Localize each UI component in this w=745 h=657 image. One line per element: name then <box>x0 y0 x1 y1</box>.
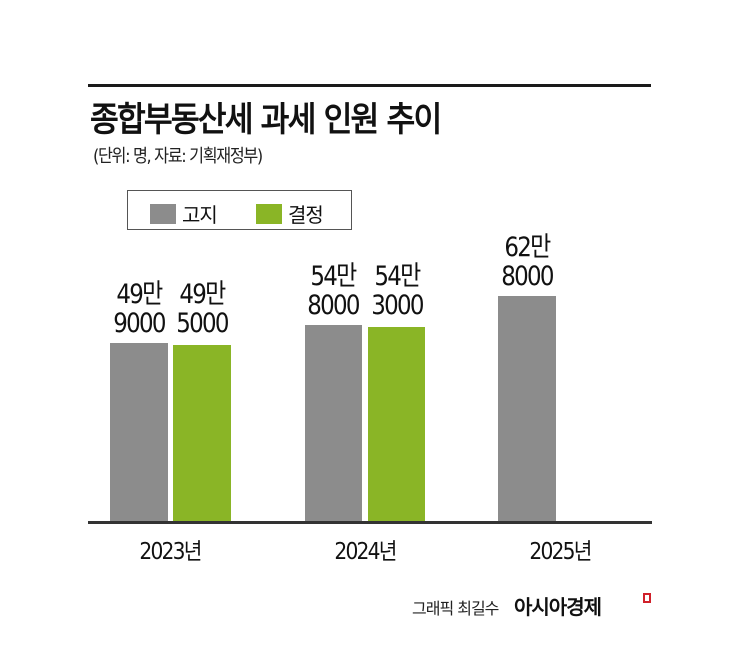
bar-label-2025-notice: 62만 8000 <box>494 233 560 291</box>
legend-item-notice: 고지 <box>150 199 218 228</box>
bar-2025-notice <box>498 296 556 522</box>
legend-item-decision: 결정 <box>256 199 324 228</box>
legend-swatch-notice <box>150 203 176 224</box>
x-label-2025: 2025년 <box>529 539 592 565</box>
chart-title: 종합부동산세 과세 인원 추이 <box>90 100 442 140</box>
bar-label-line1: 54만 <box>310 261 357 292</box>
legend-label-decision: 결정 <box>288 203 324 227</box>
legend: 고지 결정 <box>127 190 352 230</box>
brand-mark-icon <box>643 593 651 603</box>
bar-label-line2: 5000 <box>176 308 229 339</box>
bar-label-line1: 49만 <box>179 279 226 310</box>
legend-label-notice: 고지 <box>182 203 218 227</box>
bar-label-2024-decision: 54만 3000 <box>364 262 430 320</box>
bar-2024-decision <box>368 327 425 522</box>
bar-label-line2: 3000 <box>371 290 424 321</box>
bar-label-line1: 62만 <box>504 232 551 263</box>
bar-label-line2: 8000 <box>307 290 360 321</box>
bar-label-line2: 9000 <box>113 308 166 339</box>
bar-label-line1: 49만 <box>116 279 163 310</box>
bar-2023-notice <box>110 343 168 522</box>
bar-2023-decision <box>173 345 231 522</box>
bar-2024-notice <box>305 325 362 522</box>
legend-swatch-decision <box>256 203 282 224</box>
graphic-credit: 그래픽 최길수 <box>412 599 499 618</box>
brand-logo-text: 아시아경제 <box>514 595 602 619</box>
top-rule <box>88 84 651 87</box>
bar-label-line2: 8000 <box>501 261 554 292</box>
chart-subtitle: (단위: 명, 자료: 기획재정부) <box>93 146 263 167</box>
bar-label-2023-decision: 49만 5000 <box>169 280 235 338</box>
bar-label-2024-notice: 54만 8000 <box>300 262 366 320</box>
x-axis-baseline <box>88 521 652 524</box>
bar-label-line1: 54만 <box>374 261 421 292</box>
bar-label-2023-notice: 49만 9000 <box>106 280 172 338</box>
x-label-2024: 2024년 <box>334 539 397 565</box>
x-label-2023: 2023년 <box>139 539 202 565</box>
